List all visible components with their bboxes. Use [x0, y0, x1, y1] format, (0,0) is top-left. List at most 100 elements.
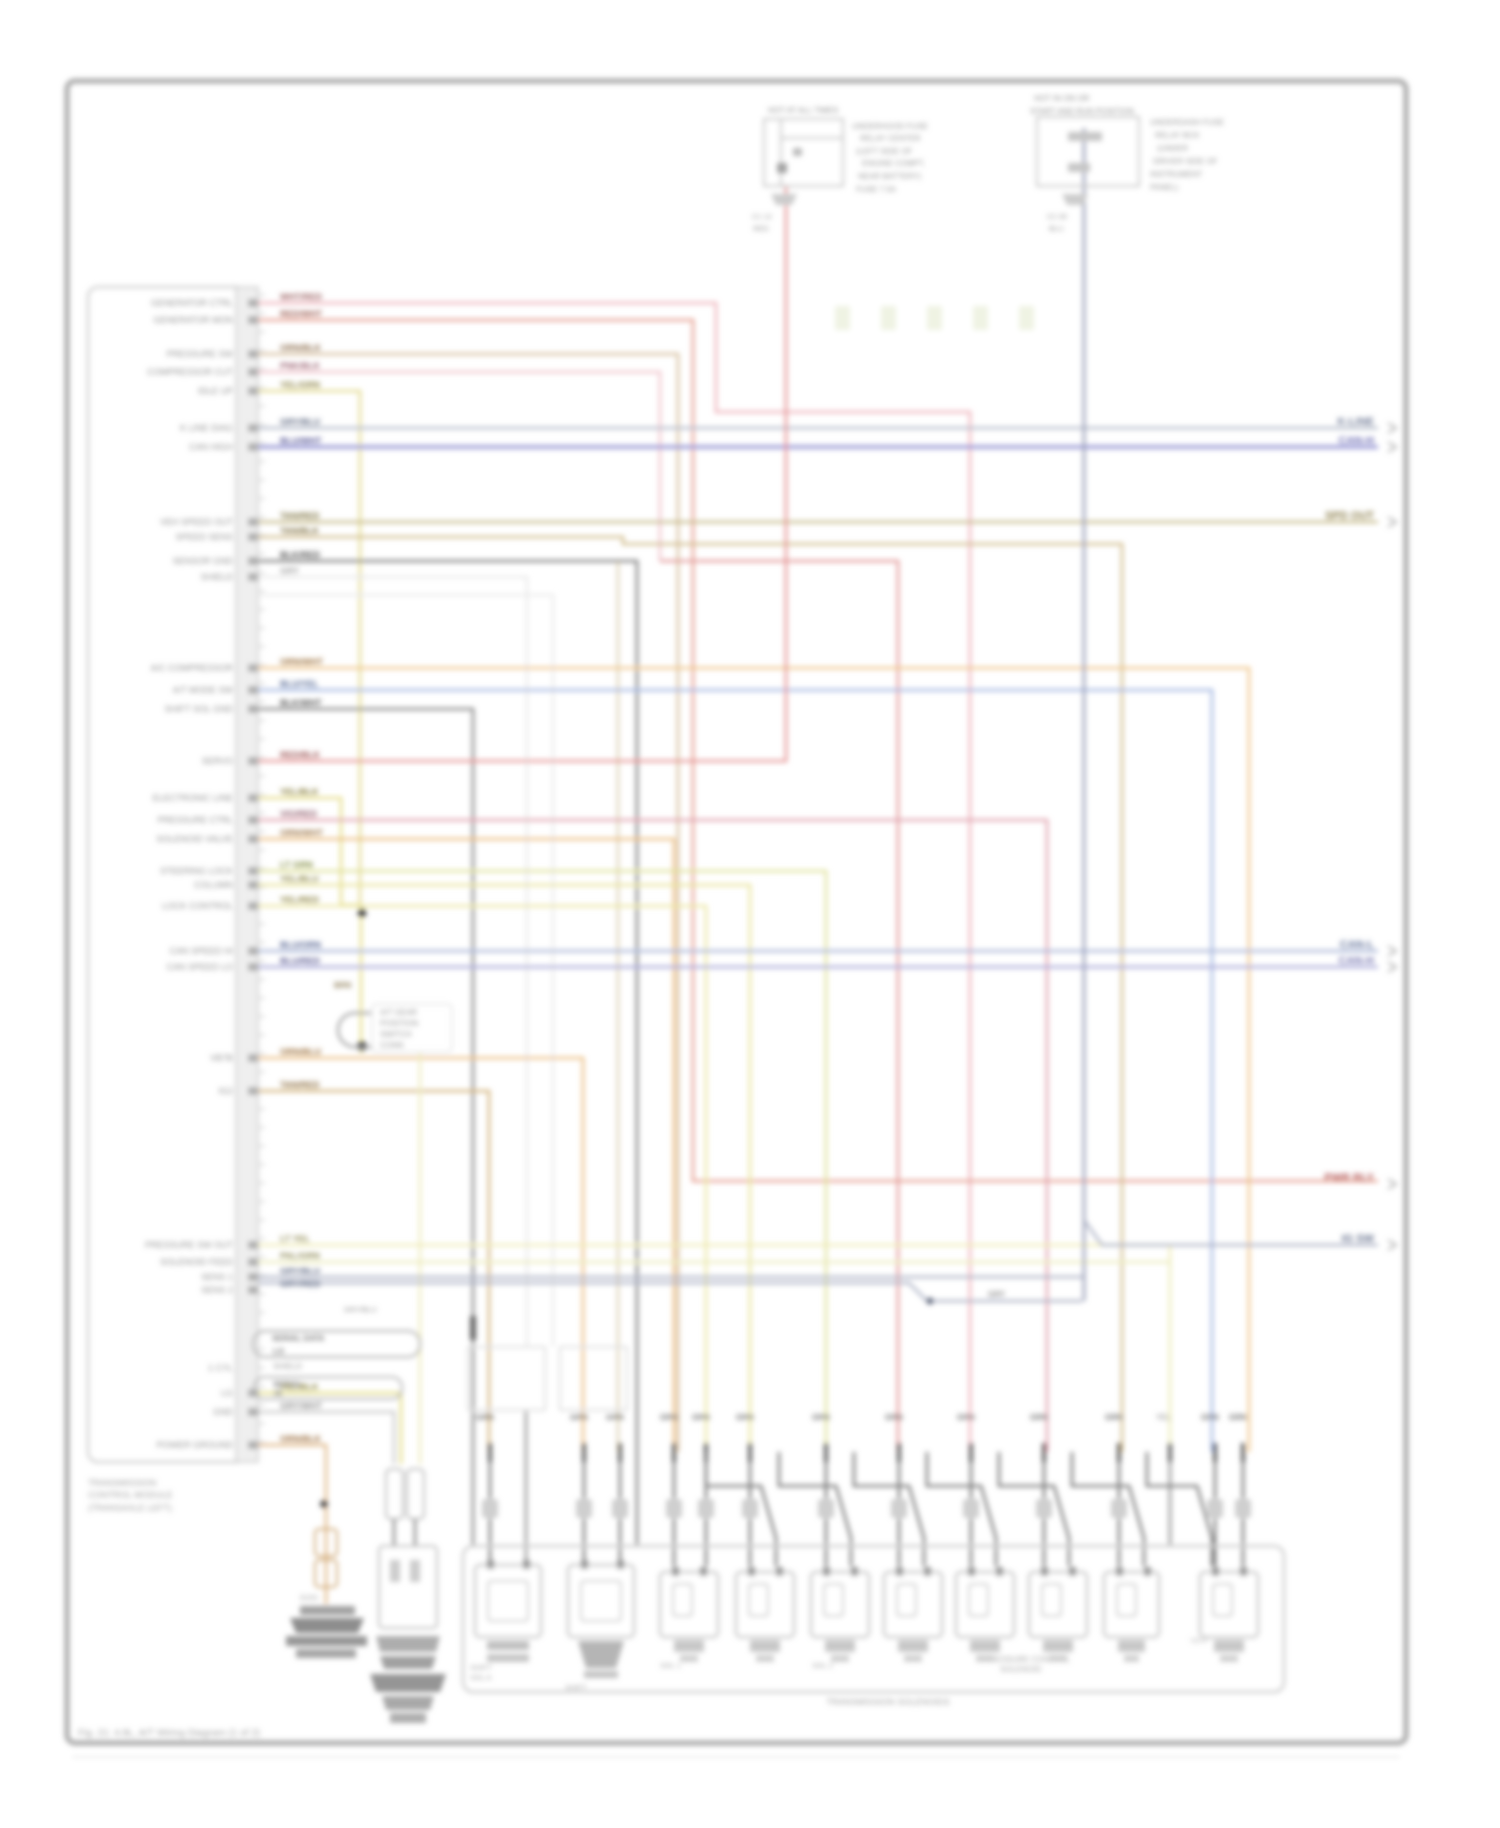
svg-text:POWER GROUND: POWER GROUND [157, 1440, 234, 1450]
svg-text:G101: G101 [300, 1593, 318, 1602]
svg-text:SERIAL: SERIAL [273, 1380, 302, 1389]
svg-text:LO: LO [273, 1347, 284, 1356]
svg-text:COMPRESSOR CUT: COMPRESSOR CUT [147, 367, 234, 377]
svg-text:GRN: GRN [1030, 1413, 1048, 1422]
svg-text:NEAR BATTERY): NEAR BATTERY) [858, 172, 922, 181]
svg-text:GRN: GRN [606, 1413, 624, 1422]
svg-text:YEL: YEL [1156, 1413, 1172, 1422]
svg-text:SOLENOID FEED: SOLENOID FEED [160, 1257, 234, 1267]
svg-text:BLU/RED: BLU/RED [280, 956, 320, 966]
svg-text:TRANSMISSION SOLENOIDS: TRANSMISSION SOLENOIDS [826, 1697, 950, 1707]
svg-text:LOCK CONTROL: LOCK CONTROL [162, 901, 233, 911]
svg-text:TAN/BLK: TAN/BLK [280, 526, 319, 536]
svg-text:C2 30: C2 30 [1047, 212, 1067, 221]
svg-text:(TRANSAXLE LEFT): (TRANSAXLE LEFT) [88, 1503, 172, 1513]
svg-text:GRY: GRY [988, 1290, 1006, 1299]
svg-text:GRN: GRN [1105, 1413, 1123, 1422]
svg-text:GRY: GRY [280, 566, 299, 576]
svg-text:CAN HIGH: CAN HIGH [189, 442, 233, 452]
svg-text:PAL/GRN: PAL/GRN [280, 1251, 320, 1261]
svg-text:ORN/BLK: ORN/BLK [280, 343, 321, 353]
svg-text:YEL/BLU: YEL/BLU [280, 874, 319, 884]
svg-text:PANEL): PANEL) [1150, 183, 1179, 192]
svg-text:SOL 1: SOL 1 [660, 1661, 681, 1670]
svg-text:VB7B: VB7B [210, 1053, 233, 1063]
svg-text:GRY/BLU: GRY/BLU [344, 1305, 377, 1314]
svg-text:WHT/RED: WHT/RED [280, 292, 322, 302]
svg-text:BLU/ORN: BLU/ORN [280, 940, 321, 950]
svg-text:GRY/BLU: GRY/BLU [280, 1266, 320, 1276]
svg-text:GRN: GRN [736, 1413, 754, 1422]
svg-text:VIO/RED: VIO/RED [280, 809, 318, 819]
svg-text:IG2: IG2 [218, 1086, 233, 1096]
svg-text:SHIELD: SHIELD [273, 1362, 302, 1371]
svg-text:BRN: BRN [334, 981, 352, 990]
svg-text:IDLE UP: IDLE UP [198, 386, 233, 396]
svg-text:CAN SPEED LO: CAN SPEED LO [166, 962, 233, 972]
svg-text:SOLENOID: SOLENOID [1000, 1665, 1042, 1674]
svg-text:RELAY BOX: RELAY BOX [1155, 131, 1200, 140]
svg-text:CAN-H: CAN-H [1339, 955, 1374, 967]
svg-text:K-LINE: K-LINE [1337, 416, 1374, 428]
svg-text:SERVO: SERVO [202, 756, 233, 766]
svg-text:ORN/BLU: ORN/BLU [280, 1047, 321, 1057]
svg-text:LG: LG [221, 1388, 233, 1398]
svg-text:HOT IN ON OR: HOT IN ON OR [1034, 94, 1090, 103]
svg-text:(LEFT SIDE OF: (LEFT SIDE OF [856, 147, 912, 156]
svg-text:RED: RED [753, 224, 769, 233]
svg-text:GRN: GRN [1229, 1413, 1247, 1422]
svg-text:HOT AT ALL TIMES: HOT AT ALL TIMES [768, 106, 838, 115]
svg-text:ORN/BLK: ORN/BLK [280, 1434, 321, 1444]
svg-text:LT YEL: LT YEL [280, 1234, 311, 1244]
svg-text:PRESSURE SW OUT: PRESSURE SW OUT [145, 1240, 234, 1250]
svg-text:BLK/RED: BLK/RED [280, 550, 320, 560]
svg-text:VEH SPEED OUT: VEH SPEED OUT [160, 517, 234, 527]
svg-text:CAN-H: CAN-H [1339, 435, 1374, 447]
svg-text:GRN: GRN [476, 1413, 494, 1422]
svg-text:SHIFT: SHIFT [470, 1663, 492, 1672]
svg-text:CONN: CONN [380, 1041, 404, 1050]
svg-text:GRN: GRN [885, 1413, 903, 1422]
svg-text:SOLENOID VALVE: SOLENOID VALVE [156, 834, 233, 844]
svg-text:SENS 2: SENS 2 [201, 1285, 233, 1295]
svg-text:LT GRN: LT GRN [280, 860, 313, 870]
svg-text:START AND RUN POSITION: START AND RUN POSITION [1030, 107, 1134, 116]
svg-text:DRIVER SIDE OF: DRIVER SIDE OF [1153, 157, 1218, 166]
svg-text:SHIFT: SHIFT [565, 1683, 587, 1692]
svg-text:GRY/BLU: GRY/BLU [280, 417, 320, 427]
svg-text:STEERING LOCK: STEERING LOCK [160, 866, 233, 876]
svg-text:RED/WHT: RED/WHT [280, 309, 322, 319]
svg-text:YEL/GRN: YEL/GRN [280, 380, 320, 390]
svg-text:HI: HI [274, 1389, 282, 1398]
svg-text:BLU/YEL: BLU/YEL [280, 679, 319, 689]
svg-text:BLU: BLU [1049, 224, 1064, 233]
svg-text:TRANSMISSION: TRANSMISSION [88, 1478, 157, 1488]
svg-text:C1 12: C1 12 [752, 212, 772, 221]
svg-text:ORN/WHT: ORN/WHT [280, 828, 323, 838]
svg-text:SENSOR GND: SENSOR GND [172, 556, 233, 566]
svg-text:K LINE DIAG: K LINE DIAG [180, 423, 233, 433]
svg-text:(UNDER: (UNDER [1157, 144, 1188, 153]
svg-text:CAN SPEED HI: CAN SPEED HI [169, 946, 233, 956]
svg-text:FUSE 7.5A: FUSE 7.5A [856, 185, 897, 194]
svg-text:A/T MODE SW: A/T MODE SW [173, 685, 234, 695]
svg-text:TAN/RED: TAN/RED [280, 511, 320, 521]
svg-text:SPD OUT: SPD OUT [1325, 510, 1374, 522]
svg-text:PWR RLY: PWR RLY [1324, 1172, 1374, 1184]
svg-text:SHIFT SOL GND: SHIFT SOL GND [164, 704, 233, 714]
svg-text:A/T GEAR: A/T GEAR [380, 1008, 417, 1017]
svg-text:1 CYL: 1 CYL [208, 1363, 233, 1373]
svg-text:SWITCH: SWITCH [380, 1030, 412, 1039]
svg-text:GRN: GRN [660, 1413, 678, 1422]
svg-text:PRESSURE SW: PRESSURE SW [166, 349, 233, 359]
svg-text:BLK/WHT: BLK/WHT [280, 698, 322, 708]
svg-text:PNK/BLK: PNK/BLK [280, 361, 320, 371]
svg-text:Fig. 21: 4.8L, A/T Wiring Diag: Fig. 21: 4.8L, A/T Wiring Diagram (1 of … [78, 1728, 260, 1739]
svg-text:SHIELD: SHIELD [200, 572, 233, 582]
svg-text:SOL A: SOL A [470, 1673, 491, 1682]
svg-text:VENT: VENT [1190, 1638, 1209, 1645]
svg-text:RELAY CENTER: RELAY CENTER [860, 134, 921, 143]
svg-text:UNDERHOOD FUSE: UNDERHOOD FUSE [852, 122, 928, 131]
svg-text:SENS 1: SENS 1 [201, 1272, 233, 1282]
svg-text:YEL/BLK: YEL/BLK [280, 1382, 319, 1392]
